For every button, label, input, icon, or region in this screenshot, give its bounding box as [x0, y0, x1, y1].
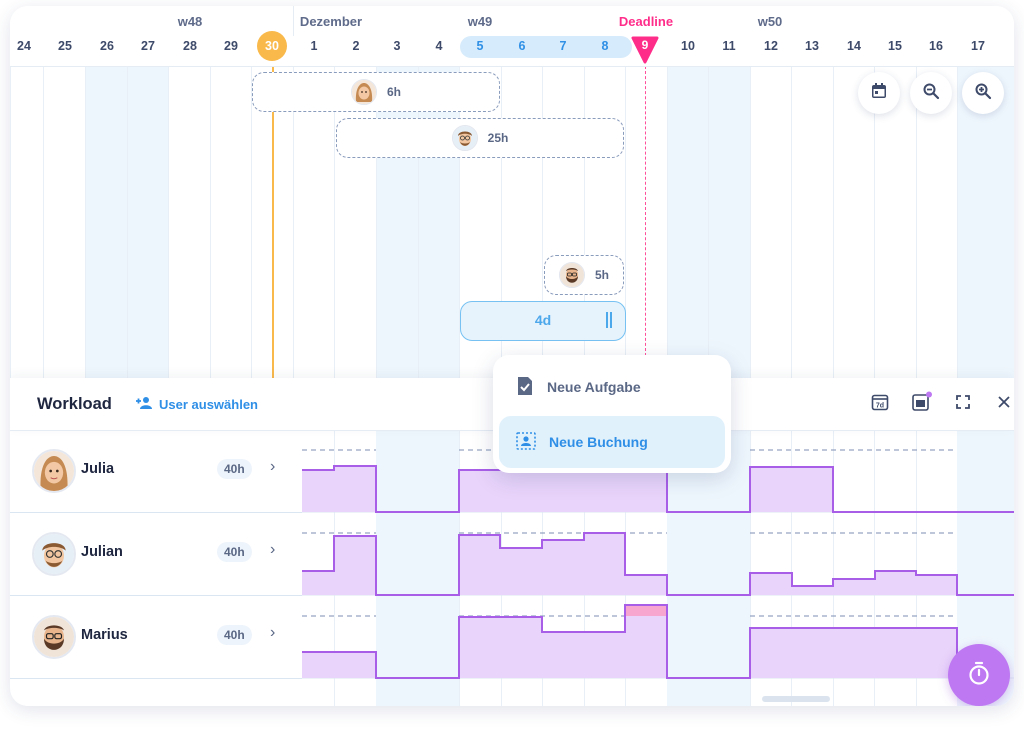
day-label[interactable]: 24	[17, 39, 31, 53]
deadline-day: 9	[641, 38, 649, 52]
person-row-marius[interactable]: Marius 40h ›	[10, 596, 302, 679]
week-view-button[interactable]: 7d	[868, 392, 892, 416]
capacity-badge: 40h	[217, 625, 252, 645]
day-label[interactable]: 13	[805, 39, 819, 53]
resize-handle[interactable]	[606, 312, 612, 328]
zoom-out-button[interactable]	[910, 72, 952, 114]
workload-julian	[302, 532, 1014, 596]
day-label[interactable]: 16	[929, 39, 943, 53]
workload-title: Workload	[37, 395, 112, 413]
day-label[interactable]: 15	[888, 39, 902, 53]
person-name: Marius	[81, 627, 128, 643]
close-icon	[997, 395, 1011, 414]
avatar-marius	[32, 615, 76, 659]
booking-pill[interactable]: 25h	[336, 118, 624, 158]
timeline-header: w48 Dezember w49 Deadline w50 30 9 24 25…	[10, 6, 1014, 67]
image-icon	[911, 391, 933, 418]
today-line	[272, 66, 274, 378]
zoom-in-icon	[974, 82, 992, 105]
day-label[interactable]: 14	[847, 39, 861, 53]
day-label[interactable]: 10	[681, 39, 695, 53]
app-window: w48 Dezember w49 Deadline w50 30 9 24 25…	[10, 6, 1014, 706]
week-label-w49: w49	[467, 14, 493, 29]
chevron-right-icon[interactable]: ›	[270, 624, 276, 641]
capacity-badge: 40h	[217, 542, 252, 562]
week-label-w50: w50	[757, 14, 783, 29]
person-row-julian[interactable]: Julian 40h ›	[10, 513, 302, 596]
today-marker[interactable]: 30	[257, 31, 287, 61]
calendar-button[interactable]	[858, 72, 900, 114]
expand-button[interactable]	[951, 392, 975, 416]
svg-text:7d: 7d	[876, 402, 884, 409]
image-button[interactable]	[910, 391, 934, 418]
day-label[interactable]: 27	[141, 39, 155, 53]
day-label[interactable]: 7	[559, 39, 567, 53]
task-bar[interactable]: 4d	[460, 301, 626, 341]
user-select-button[interactable]: User auswählen	[135, 396, 258, 413]
menu-item-new-booking[interactable]: Neue Buchung	[499, 416, 725, 468]
person-row-julia[interactable]: Julia 40h ›	[10, 430, 302, 513]
day-label[interactable]: 25	[58, 39, 72, 53]
day-label[interactable]: 2	[352, 39, 360, 53]
month-label: Dezember	[299, 14, 363, 29]
day-label[interactable]: 4	[435, 39, 443, 53]
menu-item-label: Neue Buchung	[549, 434, 648, 450]
day-label[interactable]: 26	[100, 39, 114, 53]
person-name: Julian	[81, 544, 123, 560]
menu-item-new-task[interactable]: Neue Aufgabe	[499, 361, 725, 413]
avatar-julia	[32, 449, 76, 493]
context-menu: Neue Aufgabe Neue Buchung	[493, 355, 731, 473]
selected-week-highlight	[460, 36, 632, 58]
menu-item-label: Neue Aufgabe	[547, 379, 641, 395]
week-label-w48: w48	[177, 14, 203, 29]
zoom-in-button[interactable]	[962, 72, 1004, 114]
booking-hours: 5h	[594, 268, 609, 282]
chevron-right-icon[interactable]: ›	[270, 541, 276, 558]
day-label[interactable]: 11	[722, 39, 736, 53]
booking-hours: 6h	[386, 85, 401, 99]
add-users-icon	[135, 396, 153, 413]
avatar-julian	[451, 125, 478, 151]
avatar-julian	[32, 532, 76, 576]
calendar-icon	[870, 82, 888, 105]
day-label[interactable]: 6	[518, 39, 526, 53]
task-icon	[516, 376, 534, 399]
day-label[interactable]: 3	[393, 39, 401, 53]
avatar-marius	[558, 262, 585, 288]
task-duration: 4d	[534, 312, 552, 328]
day-label[interactable]: 12	[764, 39, 778, 53]
day-label[interactable]: 29	[224, 39, 238, 53]
day-label[interactable]: 28	[183, 39, 197, 53]
workload-marius	[302, 604, 958, 679]
person-name: Julia	[81, 461, 115, 477]
stopwatch-icon	[966, 660, 992, 691]
deadline-marker[interactable]: 9	[630, 36, 660, 66]
user-select-label: User auswählen	[159, 397, 258, 412]
deadline-label: Deadline	[618, 14, 674, 29]
timer-button[interactable]	[948, 644, 1010, 706]
day-label[interactable]: 8	[601, 39, 609, 53]
avatar-julia	[350, 79, 377, 105]
workload-people-list: Julia 40h › Julian 40h › Marius 40h ›	[10, 430, 302, 706]
7d-view-icon: 7d	[871, 393, 889, 416]
booking-pill[interactable]: 5h	[544, 255, 624, 295]
close-button[interactable]	[992, 392, 1014, 416]
day-label[interactable]: 17	[971, 39, 985, 53]
chevron-right-icon[interactable]: ›	[270, 458, 276, 475]
deadline-line	[645, 66, 646, 356]
day-label[interactable]: 1	[310, 39, 318, 53]
booking-pill[interactable]: 6h	[252, 72, 500, 112]
booking-icon	[516, 431, 536, 453]
horizontal-scrollbar[interactable]	[762, 696, 830, 702]
capacity-badge: 40h	[217, 459, 252, 479]
day-label[interactable]: 5	[476, 39, 484, 53]
zoom-out-icon	[922, 82, 940, 105]
booking-hours: 25h	[487, 131, 509, 145]
expand-icon	[955, 394, 971, 415]
